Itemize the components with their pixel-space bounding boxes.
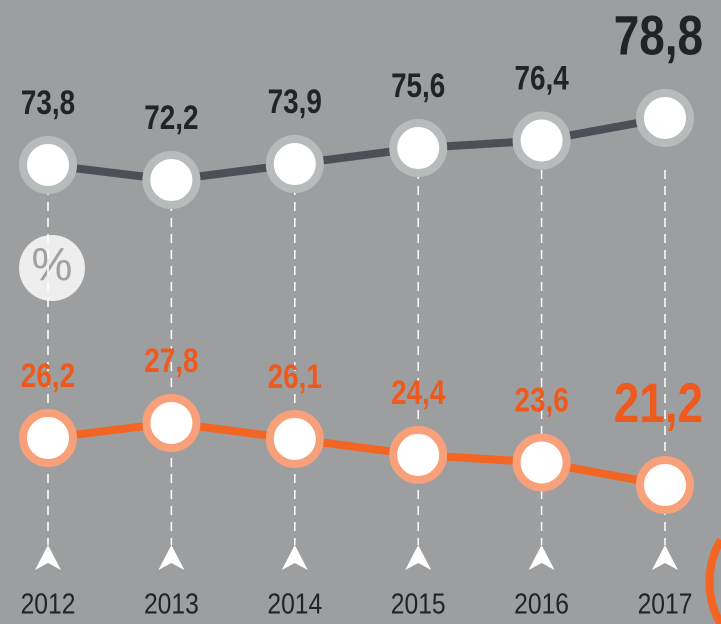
marker <box>265 409 324 468</box>
value-label: 24,4 <box>391 373 446 411</box>
line <box>47 114 666 185</box>
value-label: 76,4 <box>514 59 569 97</box>
value-label: 73,9 <box>268 82 322 120</box>
arrow <box>652 545 678 570</box>
marker <box>19 409 77 467</box>
x-tick-label: 2015 <box>391 588 446 620</box>
unit-label: % <box>32 238 73 290</box>
marker <box>636 456 694 514</box>
x-tick-label: 2016 <box>514 588 569 620</box>
marker <box>636 88 694 147</box>
value-label: 78,8 <box>614 4 703 66</box>
unit-badge <box>19 235 85 301</box>
x-tick-label: 2014 <box>267 588 322 620</box>
value-label: 21,2 <box>614 371 703 433</box>
marker <box>265 135 324 194</box>
arrow <box>158 545 185 570</box>
value-label: 23,6 <box>514 381 568 419</box>
x-tick-label: 2012 <box>21 588 76 620</box>
x-tick-label: 2013 <box>144 588 199 620</box>
arrow <box>528 545 555 570</box>
value-label: 73,8 <box>21 83 75 121</box>
marker <box>512 111 571 170</box>
decoration <box>705 537 721 624</box>
marker <box>389 119 448 178</box>
value-label: 75,6 <box>391 66 445 104</box>
arrow <box>35 545 61 570</box>
marker <box>389 425 448 484</box>
marker <box>142 393 201 452</box>
x-tick-label: 2017 <box>638 588 693 620</box>
line <box>47 418 666 489</box>
arrow <box>281 545 308 570</box>
value-label: 26,2 <box>21 356 75 394</box>
marker <box>19 135 77 194</box>
marker <box>142 151 201 209</box>
value-label: 27,8 <box>144 341 198 379</box>
marker <box>512 433 571 492</box>
value-label: 72,2 <box>144 98 198 136</box>
value-label: 26,1 <box>268 357 322 395</box>
arrow <box>405 545 432 570</box>
